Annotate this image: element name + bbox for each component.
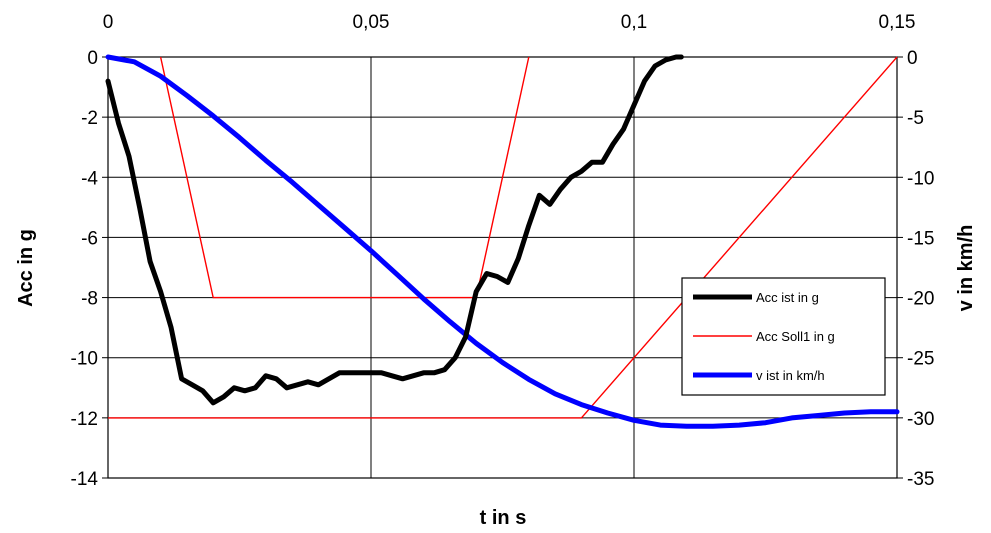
y2-tick-label: -15 <box>907 228 934 249</box>
x-tick-label: 0,15 <box>879 12 916 33</box>
x-tick-label: 0 <box>103 12 114 33</box>
y2-tick-label: -35 <box>907 469 934 490</box>
y2-axis-title: v in km/h <box>955 225 977 312</box>
y-tick-label: -12 <box>71 409 98 430</box>
y-tick-label: -14 <box>71 469 99 490</box>
y2-tick-label: 0 <box>907 48 918 69</box>
legend-label-v-ist: v ist in km/h <box>756 368 825 383</box>
y2-tick-label: -25 <box>907 349 934 370</box>
legend-label-acc-ist: Acc ist in g <box>756 290 819 305</box>
legend: Acc ist in g Acc Soll1 in g v ist in km/… <box>681 277 886 396</box>
y-tick-label: -4 <box>81 168 98 189</box>
x-tick-label: 0,05 <box>353 12 390 33</box>
grid-lines <box>107 56 898 479</box>
y-axis-title: Acc in g <box>15 229 37 307</box>
tick-labels: 0 0,05 0,1 0,15 0 -2 -4 -6 -8 -10 -12 -14 0 -5 -10 -15 -… <box>71 12 935 490</box>
series-acc-soll-line-0 <box>159 56 530 299</box>
plot-frame <box>107 56 898 479</box>
y2-tick-label: -20 <box>907 289 934 310</box>
series-v-ist-line <box>105 54 900 429</box>
x-axis-title: t in s <box>480 507 527 529</box>
y-tick-label: -8 <box>81 289 98 310</box>
y2-tick-label: -30 <box>907 409 934 430</box>
legend-label-acc-soll: Acc Soll1 in g <box>756 329 835 344</box>
y-tick-label: -10 <box>71 349 98 370</box>
y-tick-label: 0 <box>87 48 98 69</box>
series-acc-ist-line <box>105 54 684 406</box>
x-tick-label: 0,1 <box>621 12 647 33</box>
y-tick-label: -2 <box>81 108 98 129</box>
y-tick-label: -6 <box>81 228 98 249</box>
series-group <box>105 54 900 429</box>
y2-tick-label: -5 <box>907 108 924 129</box>
y2-tick-label: -10 <box>907 168 934 189</box>
series-acc-soll-line-1 <box>108 56 898 419</box>
